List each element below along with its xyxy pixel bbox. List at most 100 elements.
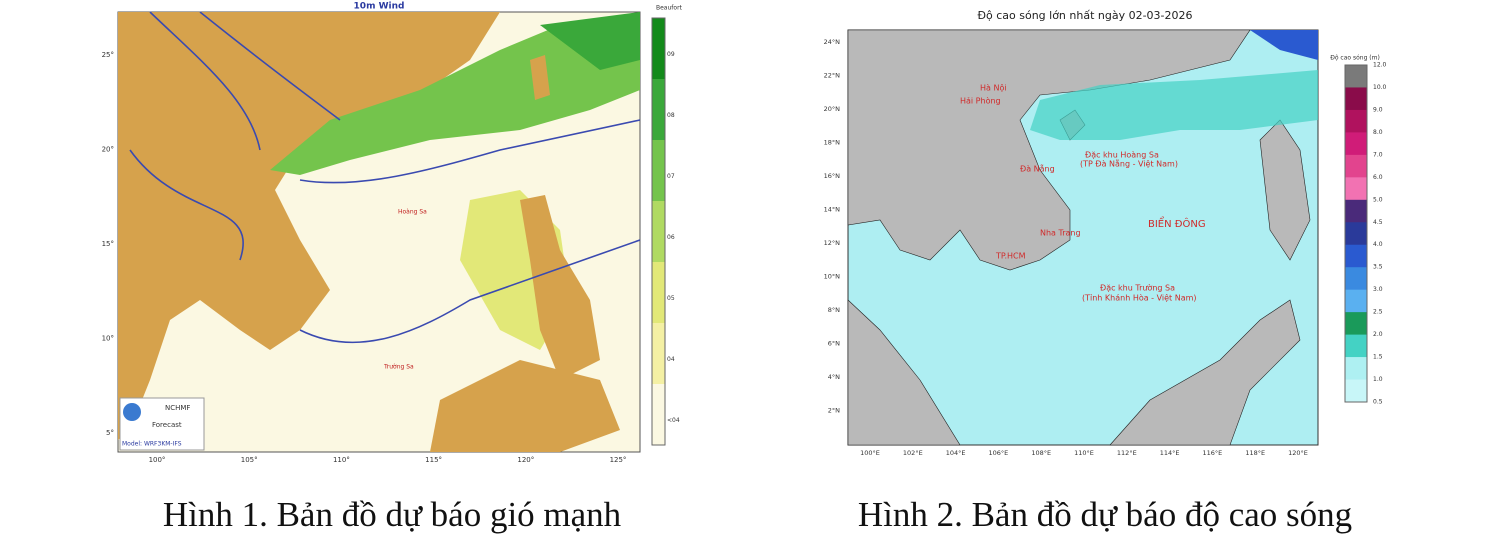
lat-label: 8°N (828, 306, 840, 314)
legend-label: <04 (667, 417, 680, 424)
legend-swatch (652, 323, 665, 385)
place-label: Hoàng Sa (398, 209, 427, 216)
legend-label: 9.0 (1373, 106, 1383, 113)
legend-label: 8.0 (1373, 129, 1383, 136)
place-label: Hà Nội (980, 83, 1007, 93)
land (847, 299, 961, 446)
legend-title: Beaufort (656, 5, 683, 12)
place-label: TP.HCM (995, 252, 1026, 261)
lon-label: 110°E (1074, 449, 1094, 457)
legend-swatch (652, 262, 665, 324)
land (1109, 299, 1301, 446)
lat-label: 25° (102, 51, 114, 59)
lat-label: 6°N (828, 340, 840, 348)
place-label: Đặc khu Trường Sa (1100, 283, 1175, 294)
legend-swatch (652, 18, 665, 80)
legend-label: 3.5 (1373, 264, 1383, 271)
legend-swatch (1345, 289, 1367, 313)
legend-label: 2.5 (1373, 309, 1383, 316)
legend-label: 1.0 (1373, 376, 1383, 383)
legend-swatch (652, 79, 665, 141)
lon-label: 104°E (946, 449, 966, 457)
lon-label: 120°E (1288, 449, 1308, 457)
legend: 12.0 10.0 9.0 8.0 7.0 6.0 5.0 4.5 4.0 3.5 3.0 2.5 2.… (1344, 62, 1387, 406)
lat-label: 4°N (828, 373, 840, 381)
land (520, 195, 600, 380)
lon-label: 116°E (1203, 449, 1223, 457)
legend-swatch (1345, 132, 1367, 156)
lat-label: 20° (102, 146, 114, 154)
lon-label: 118°E (1245, 449, 1265, 457)
isobar (129, 11, 641, 344)
legend-label: 1.5 (1373, 354, 1383, 361)
wind-map: 10m Wind Beaufort Hoàng Sa Trường Sa NCH… (117, 2, 683, 453)
legend-swatch (1345, 109, 1367, 133)
lat-label: 5° (106, 429, 114, 437)
place-label: Đặc khu Hoàng Sa (1085, 151, 1159, 161)
place-label: Hải Phòng (960, 96, 1001, 106)
legend-label: 4.0 (1373, 241, 1383, 248)
lon-label: 100°E (860, 449, 880, 457)
lat-label: 12°N (824, 239, 841, 247)
legend-label: 12.0 (1373, 62, 1387, 69)
lat-label: 22°N (824, 72, 841, 80)
land (430, 360, 620, 452)
lat-label: 10° (102, 335, 114, 343)
lon-label: 114°E (1160, 449, 1180, 457)
wind-zone (540, 12, 640, 70)
legend-label: 4.5 (1373, 219, 1383, 226)
lon-label: 110° (333, 456, 350, 464)
lat-label: 2°N (828, 407, 840, 415)
lon-label: 120° (517, 456, 534, 464)
lat-label: 18°N (824, 139, 841, 147)
legend-swatch (652, 140, 665, 202)
place-label: BIỂN ĐÔNG (1148, 216, 1206, 230)
legend-frame (1344, 64, 1368, 403)
place-label: Nha Trang (1040, 229, 1081, 238)
lon-label: 100° (149, 456, 166, 464)
legend-frame (651, 17, 666, 446)
legend-swatch (1345, 267, 1367, 291)
lon-label: 106°E (989, 449, 1009, 457)
logo-text: NCHMF (165, 404, 190, 412)
legend-label: 10.0 (1373, 84, 1387, 91)
map-title: Độ cao sóng lớn nhất ngày 02-03-2026 (977, 9, 1192, 22)
legend-label: 09 (667, 51, 675, 58)
legend-label: 05 (667, 295, 675, 302)
legend-label: 0.5 (1373, 399, 1383, 406)
legend-swatch (1345, 312, 1367, 336)
lon-label: 102°E (903, 449, 923, 457)
legend-swatch (1345, 379, 1367, 403)
legend-swatch (1345, 154, 1367, 178)
legend-label: 06 (667, 234, 675, 241)
logo (123, 403, 141, 421)
legend-label: 08 (667, 112, 675, 119)
legend-swatch (652, 384, 665, 446)
wind-zone (270, 12, 640, 175)
logo-text: Model: WRF3KM-IFS (122, 441, 182, 448)
place-label: (Tỉnh Khánh Hòa - Việt Nam) (1082, 293, 1197, 303)
legend: 09 08 07 06 05 04 <04 (651, 17, 680, 446)
axis-labels: 25° 20° 15° 10° 5° 100° 105° 110° 115° 120° 125° (102, 51, 627, 464)
lon-label: 115° (425, 456, 442, 464)
legend-label: 5.0 (1373, 196, 1383, 203)
caption: Hình 1. Bản đồ dự báo gió mạnh (163, 495, 622, 534)
lon-label: 125° (610, 456, 627, 464)
legend-swatch (1345, 65, 1367, 88)
legend-label: 6.0 (1373, 174, 1383, 181)
legend-swatch (1345, 357, 1367, 381)
lat-label: 16°N (824, 172, 841, 180)
lat-label: 24°N (824, 38, 841, 46)
land (118, 12, 500, 440)
legend-swatch (1345, 177, 1367, 201)
lon-label: 105° (241, 456, 258, 464)
land (530, 55, 550, 100)
place-label: Trường Sa (383, 364, 414, 371)
legend-swatch (1345, 222, 1367, 246)
lat-label: 15° (102, 240, 114, 248)
legend-label: 2.0 (1373, 331, 1383, 338)
caption: Hình 2. Bản đồ dự báo độ cao sóng (858, 495, 1352, 534)
lat-label: 14°N (824, 206, 841, 214)
place-label: Đà Nẵng (1020, 164, 1055, 174)
